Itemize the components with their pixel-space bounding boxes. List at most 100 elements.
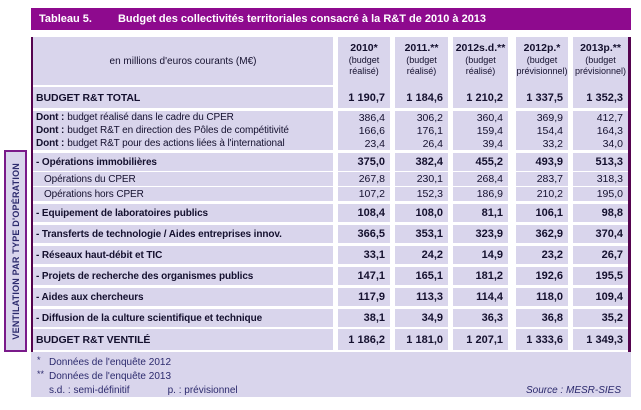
value-cell: 164,3 <box>573 124 628 137</box>
column-gap <box>568 225 573 243</box>
table-row: - Aides aux chercheurs 117,9 113,3 114,4 118… <box>33 288 628 306</box>
row-label-text: budget R&T en direction des Pôles de com… <box>67 125 289 136</box>
value-cell: 366,5 <box>338 225 390 243</box>
column-gap <box>508 153 516 171</box>
value-cell: 283,7 <box>516 172 568 186</box>
value-cell: 306,2 <box>395 111 448 124</box>
value-cell: 1 190,7 <box>338 87 390 108</box>
row-label: Dont : budget R&T en direction des Pôles … <box>33 124 333 137</box>
footnote-1-text: Données de l'enquête 2012 <box>49 356 172 368</box>
value-cell: 33,1 <box>338 246 390 264</box>
column-gap <box>333 87 338 108</box>
column-gap <box>568 187 573 201</box>
column-header: 2010* (budget réalisé) <box>338 37 390 90</box>
column-gap <box>390 111 395 124</box>
column-year: 2013p.** <box>580 42 621 54</box>
value-cell: 268,4 <box>453 172 508 186</box>
value-cell: 493,9 <box>516 153 568 171</box>
value-cell: 159,4 <box>453 124 508 137</box>
footnote-2-text: Données de l'enquête 2013 <box>49 370 172 382</box>
footnote-1: * Données de l'enquête 2012 <box>37 355 623 369</box>
column-gap <box>448 246 453 264</box>
row-label: - Aides aux chercheurs <box>33 288 333 306</box>
row-label: - Réseaux haut-débit et TIC <box>33 246 333 264</box>
column-gap <box>448 225 453 243</box>
value-cell: 108,0 <box>395 204 448 222</box>
value-cell: 109,4 <box>573 288 628 306</box>
column-gap <box>448 124 453 137</box>
value-cell: 113,3 <box>395 288 448 306</box>
value-cell: 455,2 <box>453 153 508 171</box>
value-cell: 154,4 <box>516 124 568 137</box>
column-gap <box>390 37 395 90</box>
value-cell: 195,0 <box>573 187 628 201</box>
column-year: 2011.** <box>404 42 439 54</box>
value-cell: 33,2 <box>516 137 568 150</box>
row-label-prefix: Dont : <box>36 125 65 136</box>
value-cell: 1 184,6 <box>395 87 448 108</box>
column-note: (budget réalisé) <box>406 55 437 76</box>
column-gap <box>568 288 573 306</box>
abbrev-sd: s.d. : semi-définitif <box>49 384 130 396</box>
column-header: 2013p.** (budget prévisionnel) <box>573 37 628 90</box>
column-gap <box>568 267 573 285</box>
column-gap <box>508 204 516 222</box>
column-gap <box>390 246 395 264</box>
value-cell: 1 210,2 <box>453 87 508 108</box>
column-gap <box>568 204 573 222</box>
column-gap <box>333 246 338 264</box>
value-cell: 412,7 <box>573 111 628 124</box>
column-gap <box>448 37 453 90</box>
value-cell: 210,2 <box>516 187 568 201</box>
table-row: - Transferts de technologie / Aides entr… <box>33 225 628 243</box>
value-cell: 360,4 <box>453 111 508 124</box>
column-gap <box>448 187 453 201</box>
table-row: Dont : budget R&T en direction des Pôles … <box>33 124 628 137</box>
column-gap <box>508 37 516 90</box>
row-label: - Diffusion de la culture scientifique e… <box>33 309 333 327</box>
value-cell: 152,3 <box>395 187 448 201</box>
value-cell: 106,1 <box>516 204 568 222</box>
column-gap <box>333 124 338 137</box>
value-cell: 24,2 <box>395 246 448 264</box>
row-label: Opérations du CPER <box>33 172 333 186</box>
value-cell: 369,9 <box>516 111 568 124</box>
column-gap <box>508 111 516 124</box>
value-cell: 186,9 <box>453 187 508 201</box>
value-cell: 1 352,3 <box>573 87 628 108</box>
row-label: Dont : budget réalisé dans le cadre du CP… <box>33 111 333 124</box>
value-cell: 166,6 <box>338 124 390 137</box>
column-gap <box>568 172 573 186</box>
side-label: VENTILATION PAR TYPE D'OPÉRATION <box>10 162 21 340</box>
footnote-abbreviations: s.d. : semi-définitif p. : prévisionnel <box>37 385 276 396</box>
column-gap <box>333 153 338 171</box>
value-cell: 36,8 <box>516 309 568 327</box>
value-cell: 267,8 <box>338 172 390 186</box>
column-gap <box>508 329 516 350</box>
column-year: 2012s.d.** <box>455 42 506 54</box>
footnotes: * Données de l'enquête 2012 ** Données d… <box>31 352 631 397</box>
value-cell: 34,9 <box>395 309 448 327</box>
column-gap <box>333 172 338 186</box>
value-cell: 370,4 <box>573 225 628 243</box>
value-cell: 1 207,1 <box>453 329 508 350</box>
table-row: Opérations du CPER 267,8 230,1 268,4 283,7 31… <box>33 172 628 186</box>
table-row: - Diffusion de la culture scientifique e… <box>33 309 628 327</box>
value-cell: 114,4 <box>453 288 508 306</box>
table-rows: BUDGET R&T TOTAL 1 190,7 1 184,6 1 210,2 1 3… <box>33 87 628 350</box>
value-cell: 230,1 <box>395 172 448 186</box>
row-label-text: budget R&T pour des actions liées à l'in… <box>67 138 285 149</box>
value-cell: 195,5 <box>573 267 628 285</box>
column-gap <box>508 187 516 201</box>
row-label: - Equipement de laboratoires publics <box>33 204 333 222</box>
value-cell: 192,6 <box>516 267 568 285</box>
value-cell: 353,1 <box>395 225 448 243</box>
column-gap <box>333 37 338 90</box>
column-gap <box>390 329 395 350</box>
table-row: - Réseaux haut-débit et TIC 33,1 24,2 14,9 2… <box>33 246 628 264</box>
value-cell: 1 349,3 <box>573 329 628 350</box>
column-gap <box>508 288 516 306</box>
row-label: - Transferts de technologie / Aides entr… <box>33 225 333 243</box>
value-cell: 26,7 <box>573 246 628 264</box>
column-gap <box>508 309 516 327</box>
